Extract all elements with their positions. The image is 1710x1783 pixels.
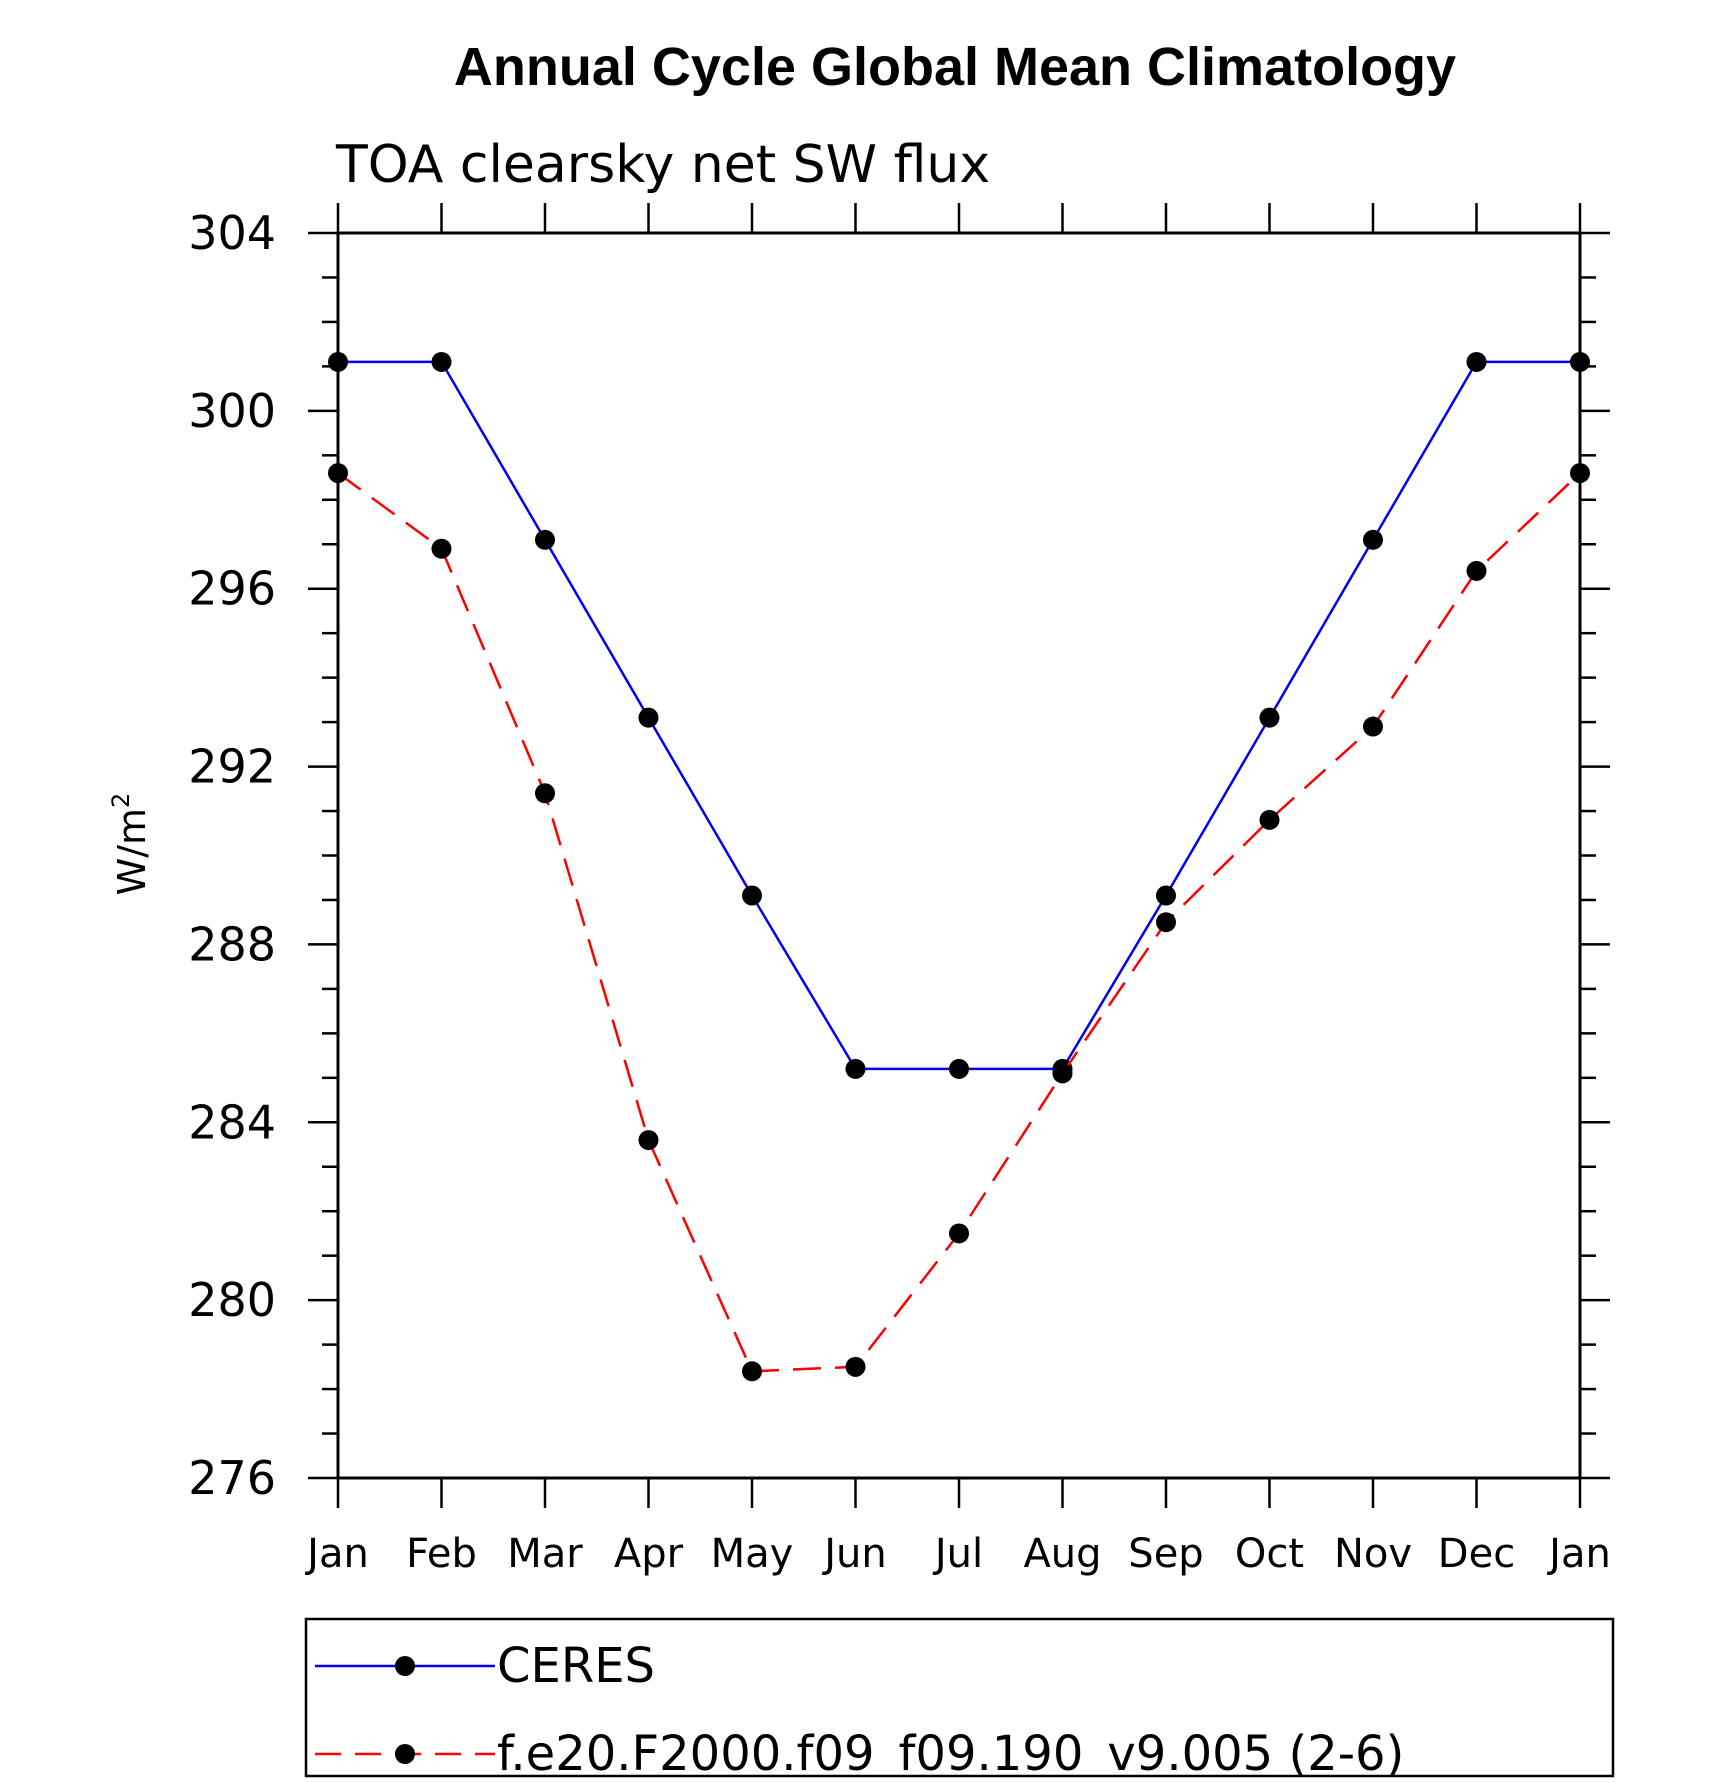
series-2-point: [845, 1356, 866, 1377]
chart-title: Annual Cycle Global Mean Climatology: [454, 37, 1456, 97]
series-2-point: [1052, 1063, 1073, 1084]
y-tick-label: 284: [188, 1095, 276, 1149]
series-line-1: [338, 360, 1580, 1071]
legend-marker-2: [395, 1744, 415, 1764]
x-tick-label: Aug: [1023, 1531, 1101, 1577]
series-2-point: [638, 1130, 659, 1151]
series-2-point: [1363, 716, 1383, 737]
x-tick-label: Mar: [507, 1531, 583, 1577]
legend-marker-1: [395, 1656, 415, 1676]
y-axis-label-text: W/m: [110, 808, 154, 895]
y-tick-label: 280: [188, 1273, 276, 1327]
y-tick-label: 288: [188, 917, 276, 971]
legend-label-1: CERES: [497, 1638, 655, 1694]
series-2-point: [742, 1361, 762, 1382]
y-axis-label-superscript: 2: [107, 793, 135, 808]
chart-subtitle: TOA clearsky net SW flux: [335, 135, 990, 195]
y-axis-label: W/m2: [107, 793, 154, 896]
series-1-point: [949, 1058, 969, 1079]
x-tick-label: Jul: [932, 1531, 983, 1577]
y-tick-label: 296: [188, 562, 276, 616]
x-tick-label: May: [711, 1531, 794, 1577]
series-1-point: [1259, 707, 1280, 728]
x-tick-label: Apr: [614, 1531, 684, 1577]
x-tick-label: Sep: [1128, 1531, 1203, 1577]
legend-label-2: f.e20.F2000.f09_f09.190_v9.005 (2-6): [497, 1726, 1404, 1778]
x-tick-label: Jun: [821, 1531, 887, 1577]
series-2-point: [1259, 809, 1280, 830]
series-1-point: [1156, 885, 1176, 906]
legend-box: [304, 1617, 1615, 1778]
series-2-point: [1466, 560, 1487, 581]
series-2-point: [431, 538, 452, 559]
y-tick-label: 300: [188, 384, 276, 438]
series-1-point: [1363, 529, 1383, 550]
y-tick-label: 276: [188, 1451, 276, 1505]
series-2-point: [949, 1223, 969, 1244]
series-2-point: [328, 463, 348, 484]
y-tick-label: 304: [188, 206, 276, 260]
x-tick-label: Jan: [304, 1531, 369, 1577]
plot-area: 276 280 284 288 292 296 300 304 Jan Feb Mar Apr May J…: [188, 203, 1611, 1577]
series-2-point: [1156, 912, 1176, 933]
x-tick-label: Nov: [1334, 1531, 1412, 1577]
legend: CERES f.e20.F2000.f09_f09.190_v9.005 (2-6…: [304, 1617, 1615, 1782]
series-1-point: [845, 1058, 866, 1079]
plot-frame: [336, 231, 1582, 1480]
series-1-point: [742, 885, 762, 906]
series-1-point: [535, 529, 555, 550]
x-tick-label: Dec: [1438, 1531, 1515, 1577]
series-2-point: [1570, 463, 1590, 484]
series-1-point: [328, 351, 348, 372]
series-1-point: [1466, 351, 1487, 372]
x-tick-label: Jan: [1546, 1531, 1611, 1577]
series-1-point: [1570, 351, 1590, 372]
series-1-point: [638, 707, 659, 728]
x-tick-label: Oct: [1235, 1531, 1304, 1577]
x-tick-label: Feb: [406, 1531, 477, 1577]
series-1-point: [431, 351, 452, 372]
y-tick-label: 292: [188, 740, 276, 794]
series-2-point: [535, 783, 555, 804]
